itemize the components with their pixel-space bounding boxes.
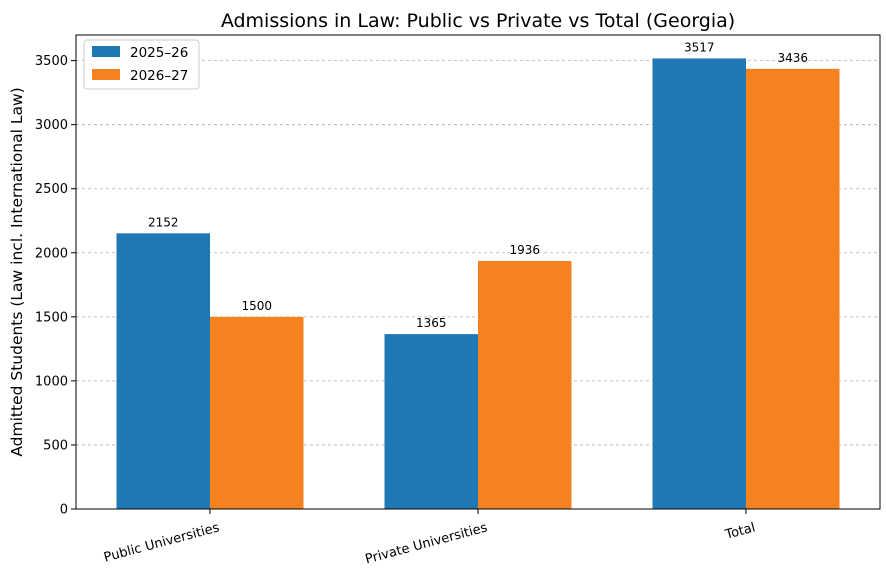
- y-axis-label: Admitted Students (Law incl. Internation…: [8, 87, 26, 456]
- y-tick-label: 1000: [35, 374, 68, 389]
- x-tick-label: Public Universities: [102, 520, 221, 565]
- bar-value-label: 3436: [777, 51, 808, 65]
- bar-total-2025–26: [652, 58, 746, 509]
- y-tick-label: 2000: [35, 246, 68, 261]
- legend-swatch-2026-27: [92, 69, 120, 80]
- y-tick-label: 500: [43, 438, 68, 453]
- y-tick-label: 3500: [35, 54, 68, 69]
- x-tick-label: Total: [723, 520, 757, 543]
- bar-value-label: 1936: [509, 243, 540, 257]
- bars: [116, 58, 840, 510]
- bar-value-label: 2152: [148, 215, 179, 229]
- legend: 2025–26 2026–27: [83, 39, 200, 90]
- bar-value-label: 1500: [241, 299, 272, 313]
- bar-total-2026–27: [746, 68, 840, 509]
- y-tick-label: 3000: [35, 118, 68, 133]
- legend-label-2025-26: 2025–26: [130, 45, 188, 61]
- bar-value-label: 1365: [416, 316, 447, 330]
- bar-private-universities-2025–26: [384, 334, 478, 509]
- y-tick-label: 1500: [35, 310, 68, 325]
- chart-title: Admissions in Law: Public vs Private vs …: [221, 10, 735, 32]
- x-tick-label: Private Universities: [364, 520, 490, 567]
- bar-labels: 2152 1500 1365 1936 3517 3436: [148, 40, 808, 330]
- y-axis: 0 500 1000 1500 2000 2500 3000 3500: [35, 54, 76, 518]
- legend-swatch-2025-26: [92, 46, 120, 57]
- y-tick-label: 0: [60, 503, 68, 518]
- y-tick-label: 2500: [35, 182, 68, 197]
- bar-public-universities-2025–26: [116, 233, 210, 510]
- bar-public-universities-2026–27: [210, 316, 304, 509]
- bar-value-label: 3517: [684, 40, 715, 54]
- legend-label-2026-27: 2026–27: [130, 68, 188, 84]
- x-axis: Public Universities Private Universities T…: [102, 509, 757, 567]
- bar-private-universities-2026–27: [478, 260, 572, 509]
